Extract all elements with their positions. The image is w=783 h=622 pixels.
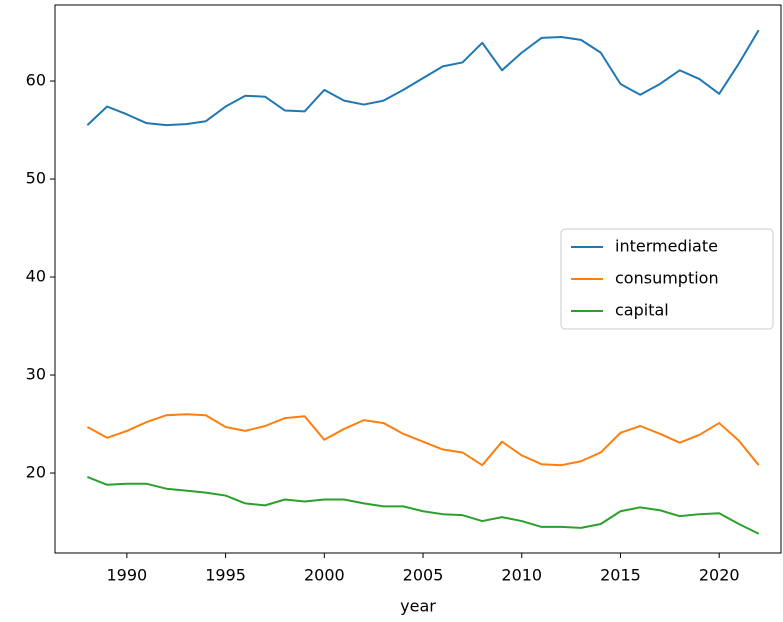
x-axis-label: year: [400, 597, 436, 616]
x-tick-label: 2000: [304, 566, 345, 585]
legend-label: capital: [615, 301, 669, 320]
legend-box: [560, 228, 774, 330]
line-series: [86, 29, 760, 127]
x-tick-label: 2010: [501, 566, 542, 585]
y-tick-label: 60: [26, 71, 46, 90]
x-tick-label: 1990: [107, 566, 148, 585]
y-tick-label: 40: [26, 267, 46, 286]
line-series: [87, 476, 760, 535]
legend-label: consumption: [615, 269, 719, 288]
legend-label: intermediate: [615, 237, 718, 256]
y-tick-label: 30: [26, 365, 46, 384]
axes-frame: [54, 4, 782, 554]
x-tick-label: 1995: [205, 566, 246, 585]
x-tick-label: 2005: [403, 566, 444, 585]
y-tick-label: 50: [26, 169, 46, 188]
y-tick-label: 20: [26, 463, 46, 482]
line-series: [86, 413, 760, 467]
x-tick-label: 2020: [699, 566, 740, 585]
x-tick-label: 2015: [600, 566, 641, 585]
